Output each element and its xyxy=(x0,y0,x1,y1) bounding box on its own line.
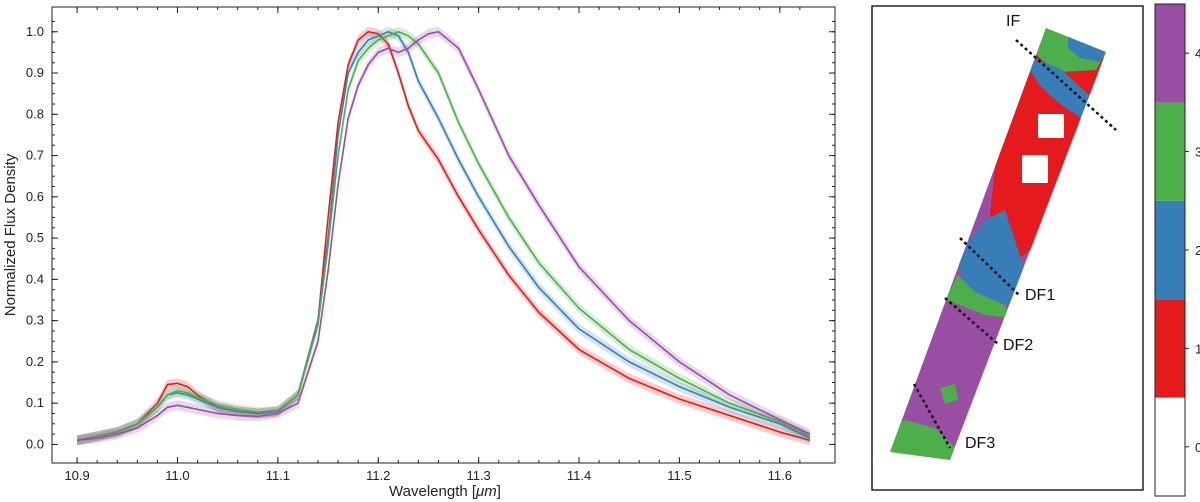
x-axis-ticks: 10.9 11.0 11.1 11.2 11.3 11.4 11.5 11.6 xyxy=(64,7,801,483)
y-tick-label-7: 0.7 xyxy=(26,148,44,163)
colorbar-tick-label-0: 0 xyxy=(1195,440,1200,455)
colorbar-tick-label-2: 2 xyxy=(1195,243,1200,258)
colorbar-segment-3 xyxy=(1155,102,1185,201)
colorbar-ticks: 0 1 2 3 4 xyxy=(1185,46,1200,455)
region-cluster-3-mid xyxy=(945,275,1010,318)
y-tick-label-1: 0.1 xyxy=(26,395,44,410)
region-cluster-3-top xyxy=(1030,28,1106,72)
y-tick-label-10: 1.0 xyxy=(26,24,44,39)
label-df1: DF1 xyxy=(1025,287,1055,304)
x-tick-label-1: 11.0 xyxy=(165,468,189,483)
colorbar-segment-1 xyxy=(1155,299,1185,398)
series-1-line xyxy=(76,30,811,442)
region-cluster-0-a xyxy=(1038,114,1064,138)
x-tick-label-6: 11.5 xyxy=(667,468,691,483)
if-cut-line xyxy=(1015,39,1117,131)
df3-cut-line xyxy=(912,383,952,449)
series-2-band xyxy=(77,26,810,446)
colorbar-segment-4 xyxy=(1155,4,1185,103)
y-tick-label-0: 0.0 xyxy=(26,436,44,451)
x-tick-label-0: 10.9 xyxy=(64,468,89,483)
plot-frame xyxy=(51,6,836,464)
y-tick-label-2: 0.2 xyxy=(26,354,44,369)
series-0-line xyxy=(76,30,811,442)
colorbar-segment-2 xyxy=(1155,200,1185,300)
x-tick-label-7: 11.6 xyxy=(768,468,792,483)
x-axis-title: Wavelength [μm] xyxy=(389,483,501,500)
y-axis-ticks: 0.0 0.1 0.2 0.3 0.4 0.5 0.6 0.7 0.8 0.9 1.0 xyxy=(26,20,835,451)
colorbar-tick-label-4: 4 xyxy=(1195,46,1200,61)
colorbar-tick-label-1: 1 xyxy=(1195,341,1200,356)
label-df3: DF3 xyxy=(965,435,995,452)
colorbar-tick-label-3: 3 xyxy=(1195,145,1200,160)
region-cluster-3-spot xyxy=(940,384,958,404)
region-cluster-2-top xyxy=(1068,36,1106,62)
region-cluster-2-mid xyxy=(958,210,1025,305)
spectrum-plot: 10.9 11.0 11.1 11.2 11.3 11.4 11.5 11.6 0.00.10… xyxy=(2,6,836,500)
series-group xyxy=(76,26,811,446)
cluster-map: IF DF1 DF2 DF3 xyxy=(871,5,1144,491)
region-cluster-0-b xyxy=(1022,155,1048,183)
y-tick-label-8: 0.8 xyxy=(26,106,44,121)
y-tick-label-6: 0.6 xyxy=(26,189,44,204)
colorbar-segment-0 xyxy=(1155,397,1185,496)
y-tick-label-3: 0.3 xyxy=(26,313,44,328)
label-df2: DF2 xyxy=(1003,337,1033,354)
y-tick-label-9: 0.9 xyxy=(26,65,44,80)
x-tick-label-4: 11.3 xyxy=(466,468,490,483)
series-3-line xyxy=(77,30,811,442)
label-if: IF xyxy=(1006,13,1020,30)
colorbar-segments xyxy=(1155,4,1185,496)
y-tick-label-5: 0.5 xyxy=(26,230,44,245)
series-2-line xyxy=(76,30,811,442)
df1-cut-line xyxy=(959,237,1021,297)
region-cluster-2-if xyxy=(1030,58,1092,120)
x-tick-label-2: 11.1 xyxy=(266,468,290,483)
y-tick-label-4: 0.4 xyxy=(26,271,44,286)
x-tick-label-3: 11.2 xyxy=(366,468,390,483)
colorbar: 0 1 2 3 4 xyxy=(1154,3,1200,497)
x-tick-label-5: 11.4 xyxy=(567,468,591,483)
y-axis-title: Normalized Flux Density xyxy=(2,153,19,316)
